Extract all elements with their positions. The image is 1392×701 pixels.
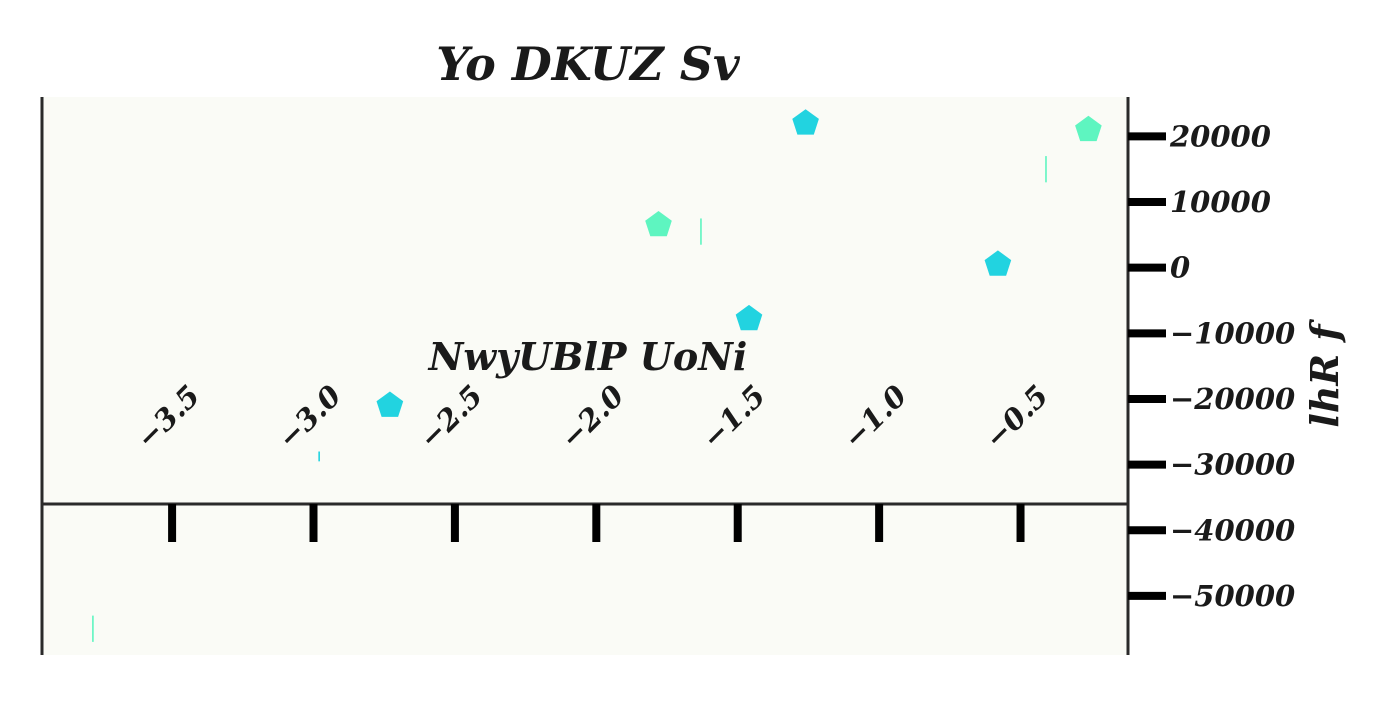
y-tick-label: −10000 xyxy=(1170,316,1295,350)
data-point xyxy=(376,391,404,417)
y-axis-ticks: 20000 10000 0 −10000 −20000 −30000 −40000 −5000… xyxy=(1128,119,1295,613)
plot-background xyxy=(42,97,1128,655)
y-axis-label: lhR f xyxy=(1302,319,1347,428)
data-point xyxy=(1075,115,1102,142)
x-axis-label: NwyUBlP UoNi xyxy=(428,334,748,379)
y-tick-label: −30000 xyxy=(1170,448,1295,482)
y-tick-label: −20000 xyxy=(1170,382,1295,416)
chart-title: Yo DKUZ Sv xyxy=(436,37,741,91)
data-point xyxy=(645,211,672,237)
data-marks xyxy=(92,109,1102,642)
y-tick-label: −40000 xyxy=(1170,513,1295,547)
y-tick-label: −50000 xyxy=(1170,579,1295,613)
data-point xyxy=(984,250,1012,276)
y-tick-label: 10000 xyxy=(1170,185,1271,219)
y-tick-label: 20000 xyxy=(1169,119,1271,153)
data-point xyxy=(792,109,819,135)
data-point xyxy=(735,304,763,331)
y-tick-label: 0 xyxy=(1170,251,1190,285)
